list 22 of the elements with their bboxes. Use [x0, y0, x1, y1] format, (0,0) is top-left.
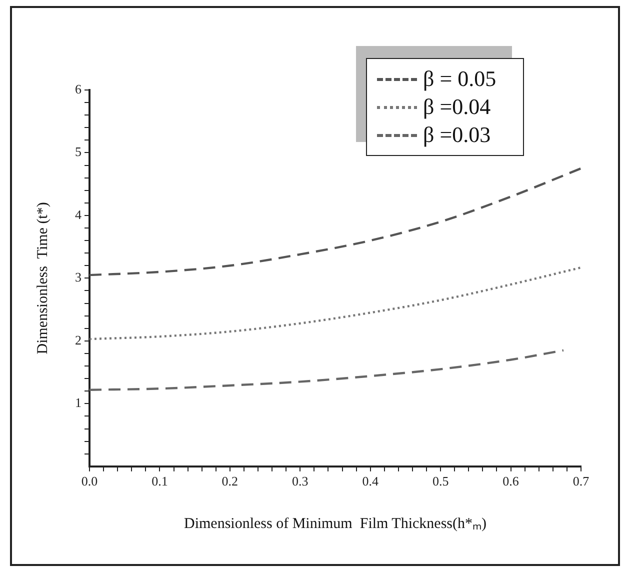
x-tick-label: 0.1 [152, 474, 168, 489]
line-series [90, 167, 581, 276]
y-axis-title: Dimensionless Time (t*) [34, 202, 51, 354]
line-series [90, 266, 581, 340]
legend-label: β =0.03 [423, 122, 491, 148]
y-tick-label: 1 [75, 395, 82, 410]
line-series [90, 349, 565, 391]
y-tick-label: 5 [75, 144, 82, 160]
y-tick-label: 6 [75, 81, 82, 96]
x-tick-label: 0.3 [292, 474, 308, 489]
legend-label: β = 0.05 [423, 66, 496, 92]
x-tick-label: 0.5 [432, 474, 449, 489]
x-tick-label: 0.4 [362, 474, 379, 489]
x-tick-label: 0.6 [502, 474, 520, 489]
legend-label: β =0.04 [423, 94, 491, 120]
x-tick-label: 0.2 [222, 474, 238, 489]
y-tick-label: 4 [75, 206, 82, 222]
y-tick-label: 2 [75, 332, 82, 348]
x-axis-title: Dimensionless of Minimum Film Thickness(h*ₘ) [184, 516, 486, 532]
x-tick-label: 0.0 [81, 474, 98, 489]
x-tick-label: 0.7 [572, 474, 590, 489]
y-tick-label: 3 [75, 270, 82, 285]
